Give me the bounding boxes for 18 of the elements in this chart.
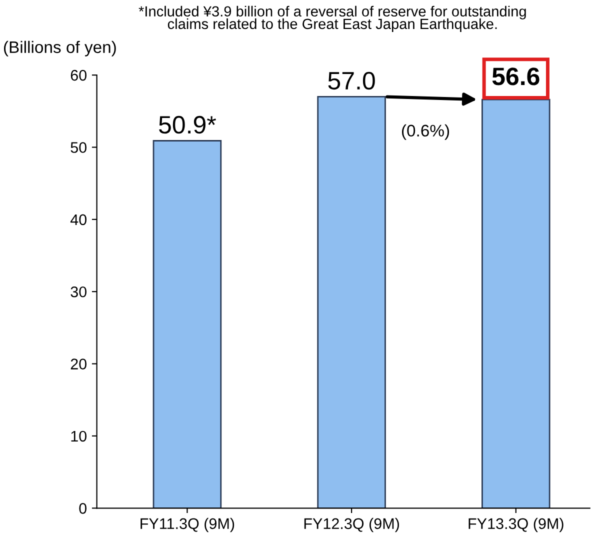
- y-tick-label: 0: [79, 503, 87, 514]
- x-tick-label: FY12.3Q (9M): [304, 518, 399, 532]
- y-tick-label: 20: [70, 358, 87, 370]
- bar: [317, 96, 386, 508]
- x-tick-label: FY11.3Q (9M): [140, 518, 234, 532]
- bar: [152, 140, 222, 508]
- y-tick-label: 50: [70, 142, 87, 153]
- data-label: 56.6: [492, 68, 540, 86]
- y-tick-label: 60: [70, 70, 87, 81]
- annotation: (0.6%): [402, 124, 450, 140]
- data-label: 57.0: [328, 72, 375, 90]
- y-tick-label: 10: [71, 430, 87, 442]
- y-tick-label: 30: [70, 286, 87, 298]
- y-tick-label: 40: [70, 214, 87, 226]
- x-tick-label: FY13.3Q (9M): [468, 518, 564, 532]
- y-axis-title: (Billions of yen): [4, 40, 116, 56]
- text: *Included ¥3.9 billion of a reversal of reserve for outstanding claims related to the Great East Japan Earthquake.: [138, 6, 526, 32]
- data-label: 50.9*: [159, 116, 216, 134]
